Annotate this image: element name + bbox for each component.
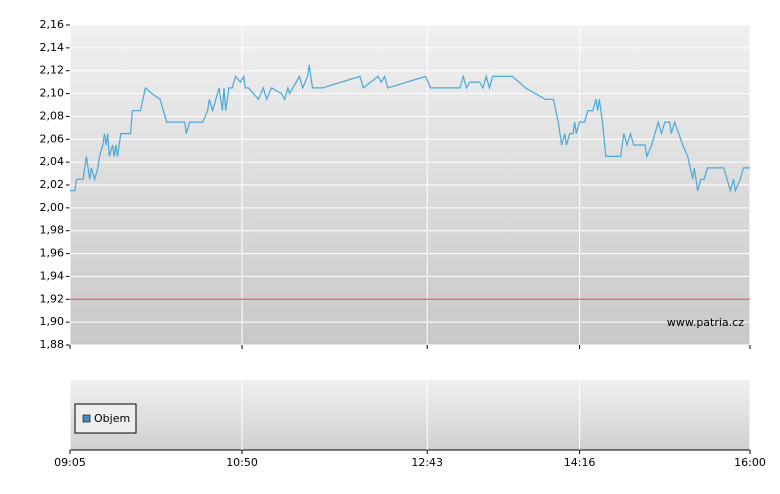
x-tick-label: 16:00 [734,456,766,469]
y-tick-label: 1,98 [40,224,65,237]
y-tick-label: 1,88 [40,338,65,351]
y-tick-label: 2,06 [40,132,65,145]
y-tick-label: 2,02 [40,178,65,191]
legend-label: Objem [94,412,130,425]
y-tick-label: 2,12 [40,64,65,77]
x-tick-label: 12:43 [411,456,443,469]
y-tick-label: 2,16 [40,18,65,31]
y-tick-label: 1,90 [40,315,65,328]
y-tick-label: 1,94 [40,269,65,282]
y-tick-label: 2,14 [40,41,65,54]
y-tick-label: 2,08 [40,109,65,122]
x-tick-label: 10:50 [226,456,258,469]
y-tick-label: 2,00 [40,201,65,214]
y-tick-label: 2,10 [40,87,65,100]
y-tick-label: 1,92 [40,292,65,305]
y-tick-label: 1,96 [40,247,65,260]
volume-area [70,380,750,450]
price-line [70,64,750,193]
legend-swatch [82,414,91,423]
y-tick-label: 2,04 [40,155,65,168]
x-tick-label: 14:16 [564,456,596,469]
source-label: www.patria.cz [667,316,744,329]
x-tick-label: 09:05 [54,456,86,469]
